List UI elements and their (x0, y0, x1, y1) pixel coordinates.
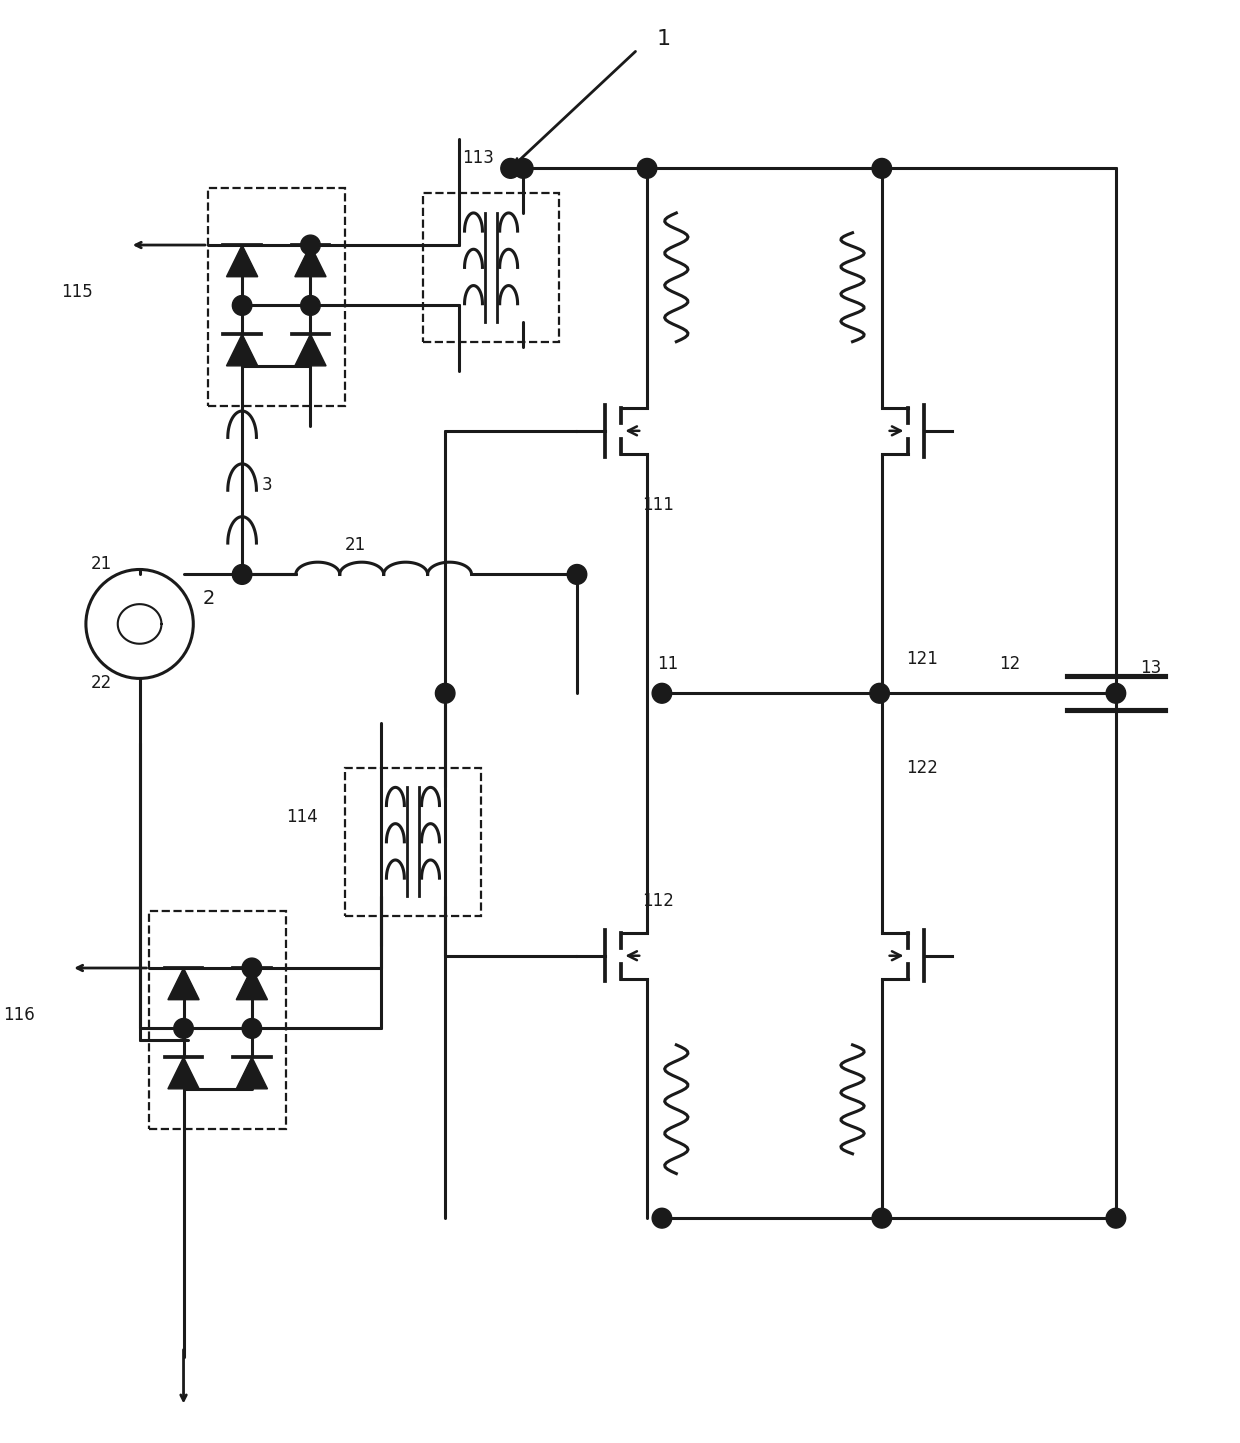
Text: 21: 21 (91, 556, 112, 573)
Polygon shape (295, 245, 326, 277)
Circle shape (870, 684, 889, 703)
Polygon shape (227, 245, 258, 277)
Circle shape (232, 296, 252, 316)
Circle shape (872, 1208, 892, 1228)
Text: 115: 115 (62, 283, 93, 302)
Text: 116: 116 (2, 1006, 35, 1025)
Polygon shape (295, 335, 326, 367)
Text: 112: 112 (642, 892, 675, 911)
Text: 114: 114 (286, 808, 317, 825)
Bar (208, 188, 345, 405)
Circle shape (652, 684, 672, 703)
Polygon shape (237, 1058, 268, 1089)
Circle shape (242, 958, 262, 978)
Text: 111: 111 (642, 496, 675, 514)
Text: 11: 11 (657, 655, 678, 672)
Text: 113: 113 (461, 150, 494, 167)
Text: 1: 1 (657, 29, 671, 49)
Bar (149, 911, 286, 1128)
Circle shape (872, 159, 892, 179)
Bar (345, 768, 481, 916)
Circle shape (435, 684, 455, 703)
Polygon shape (167, 1058, 200, 1089)
Text: 3: 3 (262, 476, 273, 495)
Polygon shape (237, 968, 268, 1000)
Circle shape (174, 1019, 193, 1039)
Text: 21: 21 (345, 535, 366, 554)
Circle shape (501, 159, 521, 179)
Text: 2: 2 (203, 589, 216, 608)
Text: 121: 121 (906, 649, 937, 668)
Text: 122: 122 (906, 759, 937, 776)
Polygon shape (167, 968, 200, 1000)
Circle shape (567, 564, 587, 584)
Circle shape (232, 564, 252, 584)
Polygon shape (227, 335, 258, 367)
Circle shape (242, 1019, 262, 1039)
Circle shape (513, 159, 533, 179)
Circle shape (1106, 1208, 1126, 1228)
Text: 13: 13 (1141, 659, 1162, 677)
Text: 22: 22 (91, 674, 112, 693)
Bar (423, 193, 559, 342)
Circle shape (300, 296, 320, 316)
Circle shape (1106, 684, 1126, 703)
Circle shape (637, 159, 657, 179)
Circle shape (300, 235, 320, 255)
Circle shape (652, 1208, 672, 1228)
Text: 12: 12 (998, 655, 1021, 672)
